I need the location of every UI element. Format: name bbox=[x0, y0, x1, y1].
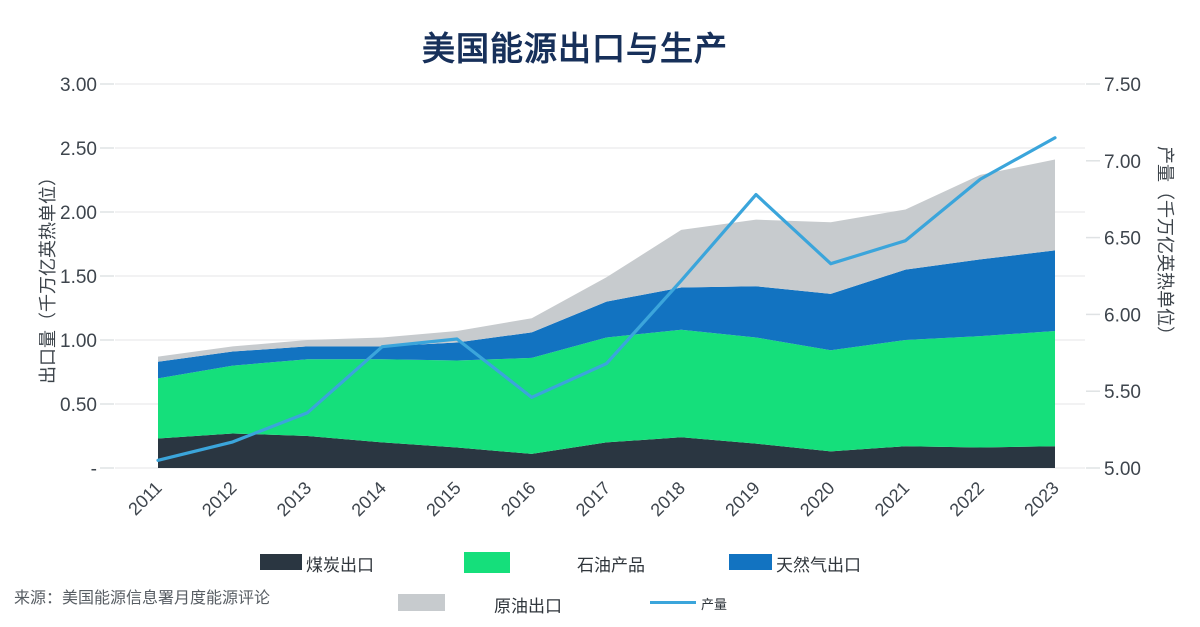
chart-title: 美国能源出口与生产 bbox=[422, 30, 728, 67]
legend-swatch-crude-oil-exports bbox=[398, 594, 445, 611]
y-right-tick-label: 6.50 bbox=[1104, 229, 1141, 250]
legend-swatch-natural-gas-exports bbox=[729, 554, 772, 570]
x-tick-label: 2023 bbox=[1020, 478, 1062, 520]
x-tick-label: 2011 bbox=[124, 478, 166, 520]
production-line bbox=[156, 136, 1057, 462]
legend-swatch-petroleum-products bbox=[464, 552, 510, 573]
x-tick-label: 2012 bbox=[198, 478, 240, 520]
x-tick-label: 2021 bbox=[871, 478, 913, 520]
y-right-tick-label: 6.00 bbox=[1104, 305, 1141, 326]
legend-label-coal-exports: 煤炭出口 bbox=[306, 556, 374, 575]
y-right-tick-label: 7.00 bbox=[1104, 152, 1141, 173]
x-tick-label: 2020 bbox=[796, 478, 838, 520]
y-left-tick-label: 1.00 bbox=[60, 331, 97, 352]
y-right-tick-label: 7.50 bbox=[1104, 75, 1141, 96]
area-series-0 bbox=[158, 433, 1055, 468]
source-note: 来源：美国能源信息署月度能源评论 bbox=[14, 590, 271, 607]
y-right-tick-label: 5.50 bbox=[1104, 382, 1141, 403]
x-tick-label: 2014 bbox=[348, 478, 390, 520]
legend-label-natural-gas-exports: 天然气出口 bbox=[776, 556, 861, 575]
area-series-1 bbox=[158, 329, 1055, 454]
legend-label-production: 产量 bbox=[701, 597, 728, 612]
area-series-3 bbox=[158, 159, 1055, 362]
y-left-tick-label: 2.00 bbox=[60, 203, 97, 224]
y-left-tick-label: 3.00 bbox=[60, 75, 97, 96]
chart-svg: 3.00 2.50 2.00 1.50 1.00 0.50 - 7.50 7.00 6.50 6.0… bbox=[60, 75, 1141, 520]
x-tick-label: 2016 bbox=[497, 478, 539, 520]
x-tick-label: 2013 bbox=[273, 478, 315, 520]
legend-label-crude-oil-exports: 原油出口 bbox=[494, 597, 562, 616]
legend-swatch-production-line bbox=[650, 601, 696, 604]
y-left-tick-label: 0.50 bbox=[60, 395, 97, 416]
x-tick-label: 2019 bbox=[721, 478, 763, 520]
y-left-tick-label: 1.50 bbox=[60, 267, 97, 288]
y-right-tick-label: 5.00 bbox=[1104, 459, 1141, 480]
x-tick-label: 2017 bbox=[572, 478, 614, 520]
x-tick-label: 2022 bbox=[946, 478, 988, 520]
x-tick-label: 2018 bbox=[647, 478, 689, 520]
legend-label-petroleum-products: 石油产品 bbox=[577, 556, 645, 575]
y-left-tick-label: - bbox=[91, 459, 97, 480]
legend-swatch-coal-exports bbox=[260, 554, 302, 570]
x-tick-label: 2015 bbox=[422, 478, 464, 520]
y-left-tick-label: 2.50 bbox=[60, 139, 97, 160]
